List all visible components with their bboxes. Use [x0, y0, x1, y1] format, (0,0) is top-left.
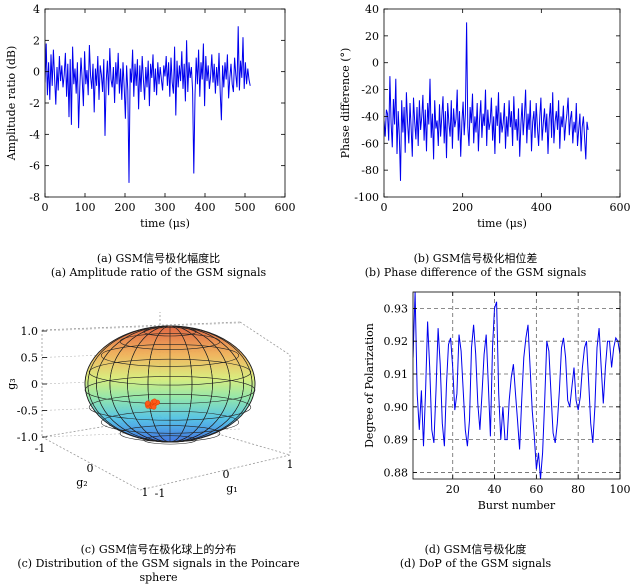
y-tick-label-3: -2 — [29, 97, 40, 110]
scatter-point-10 — [151, 398, 158, 404]
y-tick-label-4: 0.92 — [384, 335, 409, 348]
y-axis-label: g₂ — [76, 476, 87, 489]
y-tick-label-7: 40 — [365, 3, 379, 16]
caption-c: (c) GSM信号在极化球上的分布 (c) Distribution of th… — [0, 543, 317, 585]
x-tick-label-4: 400 — [195, 201, 216, 214]
caption-b-cn: (b) GSM信号极化相位差 — [413, 252, 538, 265]
y-tick-label-3: 0.91 — [384, 368, 409, 381]
plot-frame — [383, 8, 621, 198]
x-tick-label-1: 40 — [488, 483, 502, 496]
panel-a-amplitude-ratio-chart: 0 100 200 300 400 500 600 -8 -6 -4 -2 0 2 4 time (μs) A… — [5, 3, 296, 230]
x-tick-label-5: 500 — [235, 201, 256, 214]
x-tick-label-1: 100 — [75, 201, 96, 214]
x-axis-label: Burst number — [478, 499, 556, 512]
caption-a-en: (a) Amplitude ratio of the GSM signals — [50, 266, 267, 279]
x-tick-label-3: 300 — [155, 201, 176, 214]
y-tick-label-1: -80 — [361, 164, 379, 177]
sphere-mesh — [84, 325, 256, 445]
sphere-longitude-11 — [87, 325, 253, 443]
caption-d: (d) GSM信号极化度 (d) DoP of the GSM signals — [317, 543, 634, 571]
y-tick-label-4: 0 — [33, 66, 40, 79]
x-tick-label-0: 0 — [42, 201, 49, 214]
sphere-latitude-4 — [88, 394, 252, 421]
y-tick-label-2: 0.90 — [384, 401, 409, 414]
x-tick-label-3: 80 — [571, 483, 585, 496]
y-tick-label-0: -8 — [29, 191, 40, 204]
panel-b-phase-difference-chart: 0 200 400 600 -100 -80 -60 -40 -20 0 20 40 time (μs)… — [339, 3, 631, 230]
y-tick-label-6: 20 — [365, 30, 379, 43]
plot-frame — [44, 8, 286, 198]
y-tick-label-2: -4 — [29, 128, 40, 141]
x-tick-label-2: 1 — [287, 458, 294, 471]
box-edge-4 — [41, 436, 141, 491]
sphere-latitude-3 — [100, 410, 240, 434]
x-axis-label: time (μs) — [477, 217, 527, 230]
panel-d-dop-chart: 20 40 60 80 100 0.88 0.89 0.90 0.91 0.92 0.93 Burst… — [363, 291, 631, 512]
sphere-latitude-5 — [84, 376, 256, 404]
box-edge-0 — [41, 321, 241, 331]
x-tick-label-2: 200 — [115, 201, 136, 214]
box-edge-1 — [239, 321, 291, 356]
y-tick-label-2: -60 — [361, 137, 379, 150]
z-tick-label-2: 0 — [31, 378, 38, 391]
caption-a-cn: (a) GSM信号极化幅度比 — [96, 252, 221, 265]
x-tick-label-0: 20 — [446, 483, 460, 496]
x-tick-label-2: 400 — [531, 201, 552, 214]
z-grid-4 — [41, 322, 241, 332]
x-axis-label: time (μs) — [140, 217, 190, 230]
series-line — [45, 26, 251, 183]
y-tick-label-1: 0 — [87, 462, 94, 475]
z-axis-label: g₃ — [5, 378, 18, 389]
y-tick-label-6: 4 — [33, 3, 40, 16]
y-axis-label: Phase difference (°) — [339, 48, 352, 159]
x-tick-label-3: 600 — [610, 201, 631, 214]
sphere-latitude-1 — [143, 435, 197, 445]
z-tick-label-4: 1.0 — [21, 325, 39, 338]
series-line — [413, 292, 620, 479]
x-tick-label-1: 200 — [452, 201, 473, 214]
caption-c-cn: (c) GSM信号在极化球上的分布 — [80, 543, 237, 556]
y-tick-label-3: -40 — [361, 110, 379, 123]
y-axis-label: Amplitude ratio (dB) — [5, 46, 18, 162]
x-tick-label-2: 60 — [529, 483, 543, 496]
caption-d-cn: (d) GSM信号极化度 — [424, 543, 527, 556]
y-tick-label-5: 0.93 — [384, 302, 409, 315]
box-edge-5 — [139, 454, 291, 491]
x-tick-label-0: -1 — [155, 487, 166, 500]
x-axis-label: g₁ — [226, 482, 237, 495]
y-axis-label: Degree of Polarization — [363, 323, 376, 448]
y-tick-label-5: 0 — [372, 57, 379, 70]
box-edge-7 — [159, 416, 291, 456]
y-tick-label-0: 0.88 — [384, 466, 409, 479]
z-tick-label-3: 0.5 — [21, 352, 39, 365]
caption-d-en: (d) DoP of the GSM signals — [399, 557, 552, 570]
y-tick-label-0: -1 — [35, 442, 46, 455]
y-tick-label-2: 1 — [142, 486, 149, 499]
plot-frame — [412, 291, 621, 480]
caption-b-en: (b) Phase difference of the GSM signals — [364, 266, 587, 279]
caption-c-en: (c) Distribution of the GSM signals in t… — [17, 557, 300, 584]
z-tick-label-1: -0.5 — [17, 405, 38, 418]
y-tick-label-1: 0.89 — [384, 434, 409, 447]
series-line — [384, 22, 589, 181]
x-tick-label-6: 600 — [275, 201, 296, 214]
y-tick-label-5: 2 — [33, 34, 40, 47]
sphere-latitude-7 — [100, 344, 240, 367]
z-tick-label-0: -1.0 — [17, 431, 38, 444]
scatter-point-8 — [151, 404, 157, 410]
sphere-latitude-2 — [119, 425, 221, 442]
panel-c-poincare-sphere-chart: -1.0 -0.5 0 0.5 1.0 g₃ g₂ g₁ -1 0 1 -1 0 1 — [5, 312, 294, 500]
y-tick-label-1: -6 — [29, 160, 40, 173]
y-tick-label-4: -20 — [361, 84, 379, 97]
scatter-point-11 — [145, 400, 151, 406]
x-tick-label-1: 0 — [223, 468, 230, 481]
x-tick-label-0: 0 — [381, 201, 388, 214]
y-tick-label-0: -100 — [354, 191, 379, 204]
caption-b: (b) GSM信号极化相位差 (b) Phase difference of t… — [317, 252, 634, 280]
sphere-latitude-6 — [88, 358, 252, 386]
x-tick-label-4: 100 — [610, 483, 631, 496]
caption-a: (a) GSM信号极化幅度比 (a) Amplitude ratio of th… — [0, 252, 317, 280]
